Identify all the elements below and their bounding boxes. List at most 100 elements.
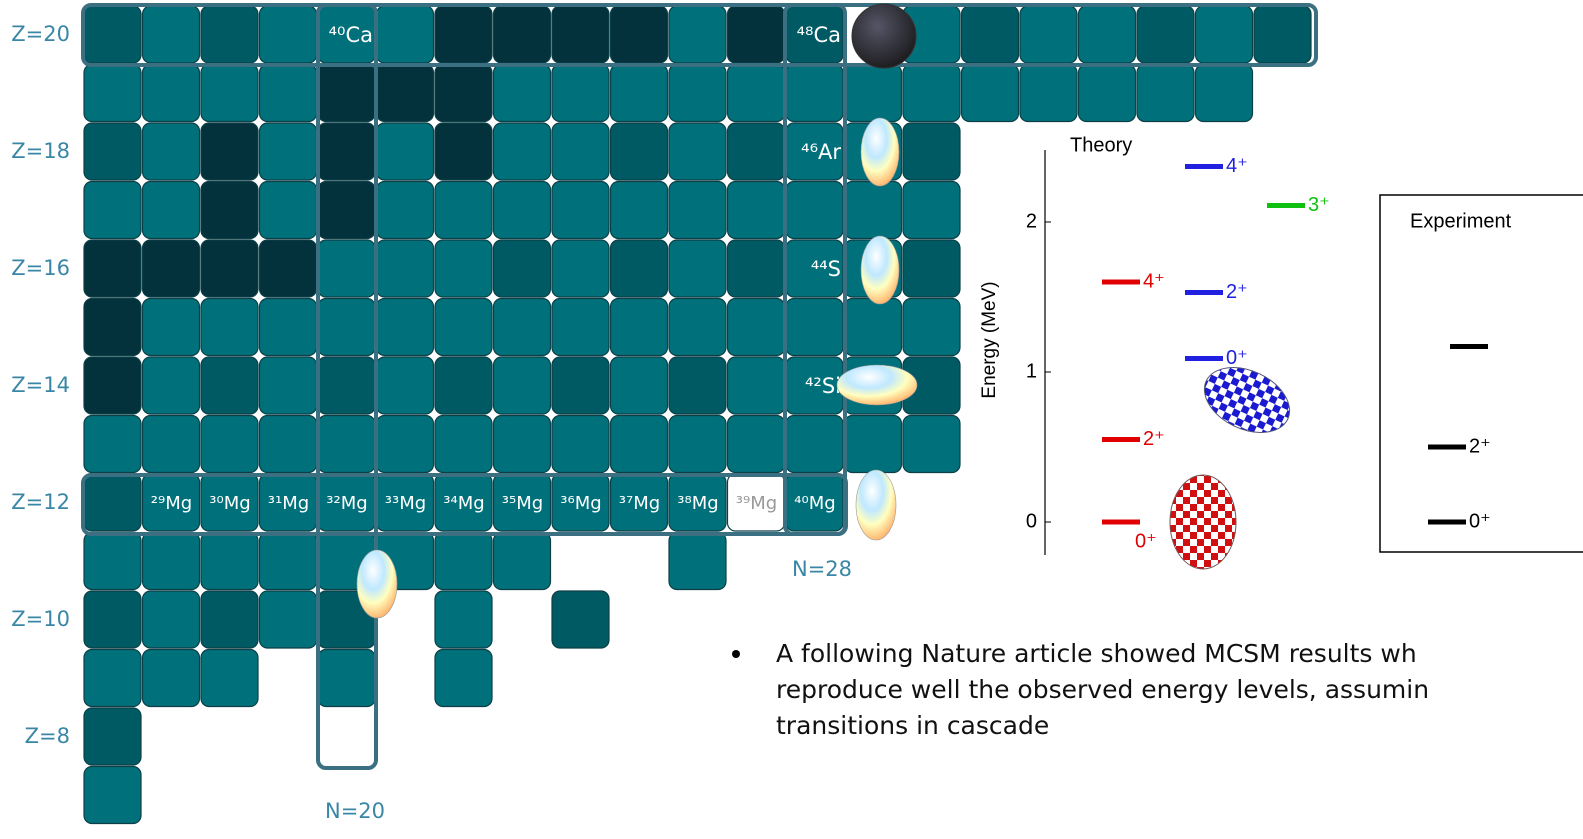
nuclide-tile [377,357,434,414]
nuclide-tile [903,240,960,297]
nuclide-tile [201,357,258,414]
isotope-label: ⁴²Si [805,374,841,398]
nuclide-tile [143,240,200,297]
nuclide-tile [84,591,141,648]
nuclide-tile [435,416,492,473]
nuclide-tile [143,299,200,356]
nuclide-tile [143,416,200,473]
nuclide-tile [143,533,200,590]
nuclide-tile [552,123,609,180]
nuclide-tile [143,6,200,63]
nuclide-tile [611,416,668,473]
corner-dot [724,119,730,125]
corner-dot [197,412,203,418]
corner-dot [139,353,145,359]
nuclide-tile [494,533,551,590]
z-label: Z=14 [11,373,70,397]
nuclide-tile [494,65,551,122]
nuclide-tile [143,182,200,239]
corner-dot [724,236,730,242]
corner-dot [197,295,203,301]
nuclide-tile [786,416,843,473]
nuclide-tile [1137,65,1194,122]
nuclide-tile [84,474,141,531]
experiment-frame [1380,195,1583,552]
deformation-icon [861,236,899,304]
nuclide-tile [611,123,668,180]
nuclide-tile [84,240,141,297]
nuclide-tile [611,65,668,122]
isotope-label: ⁴⁶Ar [801,140,841,164]
corner-dot [490,353,496,359]
isotope-label: ²⁹Mg [151,493,192,514]
nuclide-tile [552,591,609,648]
level-label: 4⁺ [1143,270,1165,292]
slide: Z=20Z=18Z=16Z=14Z=12Z=10Z=8N=20N=28⁴⁰Ca⁴… [0,0,1583,835]
n-label: N=28 [792,557,852,581]
corner-dot [256,295,262,301]
nuclide-tile [143,123,200,180]
nuclide-tile [377,6,434,63]
nuclide-tile [201,65,258,122]
nuclide-tile [201,182,258,239]
nuclide-tile [201,6,258,63]
nuclide-tile [435,533,492,590]
isotope-label: ³⁰Mg [209,493,250,514]
z-label: Z=12 [11,490,70,514]
nuclide-tile [435,591,492,648]
nuclide-tile [728,357,785,414]
isotope-label: ³⁷Mg [619,493,660,514]
nuclide-tile [377,240,434,297]
nuclide-tile [1254,6,1311,63]
nuclide-tile [377,182,434,239]
bullet-text: reproduce well the observed energy level… [776,675,1429,704]
z-label: Z=8 [25,724,70,748]
nuclide-tile [669,65,726,122]
nuclide-tile [201,533,258,590]
nuclide-tile [611,182,668,239]
nuclide-tile [260,240,317,297]
corner-dot [139,295,145,301]
nuclide-tile [84,182,141,239]
z-label: Z=20 [11,22,70,46]
deformation-icon [837,365,917,405]
corner-dot [256,236,262,242]
nuclide-tile [1079,65,1136,122]
y-tick-label: 1 [1026,360,1037,382]
nuclide-tile [201,416,258,473]
corner-dot [548,236,554,242]
nuclide-tile [728,65,785,122]
corner-dot [548,295,554,301]
corner-dot [607,412,613,418]
nuclide-tile [260,65,317,122]
nuclide-tile [84,65,141,122]
nuclide-tile [1020,65,1077,122]
isotope-label: ⁴⁴S [811,257,841,281]
corner-dot [607,178,613,184]
isotope-label: ⁴⁰Ca [329,23,373,47]
corner-dot [899,295,905,301]
nuclide-tile [728,6,785,63]
corner-dot [665,412,671,418]
nuclide-tile [728,240,785,297]
nuclide-tile [552,65,609,122]
nuclide-tile [260,6,317,63]
corner-dot [490,412,496,418]
nuclide-tile [845,65,902,122]
corner-dot [607,295,613,301]
nuclide-tile [435,357,492,414]
nuclide-tile [377,416,434,473]
nuclide-tile [552,240,609,297]
corner-dot [431,236,437,242]
corner-dot [899,412,905,418]
nuclide-tile [1137,6,1194,63]
nuclide-tile [669,357,726,414]
nuclide-tile [669,6,726,63]
nuclide-tile [143,650,200,707]
nuclide-tile [143,65,200,122]
corner-dot [548,353,554,359]
nuclide-tile [494,6,551,63]
nuclide-tile [143,591,200,648]
nuclide-tile [143,357,200,414]
nuclide-tile [962,6,1019,63]
